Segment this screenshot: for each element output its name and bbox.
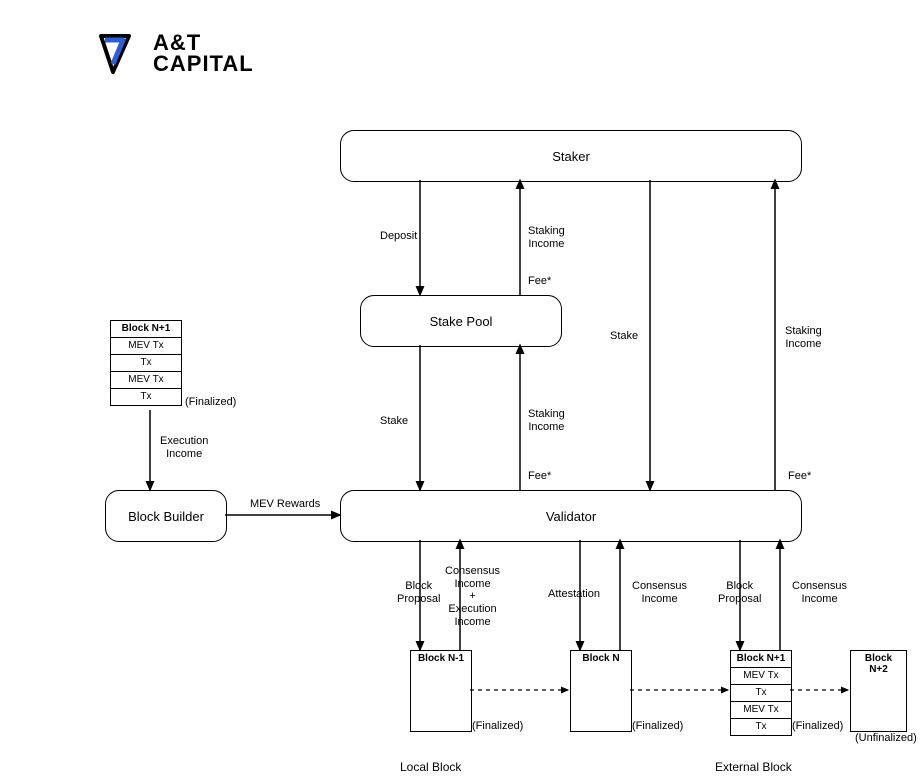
chain-block-2-row: Tx xyxy=(731,685,791,702)
chain-block-2-note: (Finalized) xyxy=(792,720,843,733)
edge-stake-2: Stake xyxy=(380,415,408,428)
chain-block-3-note: (Unfinalized) xyxy=(855,732,917,745)
logo-text: A&T CAPITAL xyxy=(153,33,254,75)
edge-fee-3: Fee* xyxy=(788,470,811,483)
mev-row: Tx xyxy=(111,355,181,372)
mev-block-stack: Block N+1 MEV Tx Tx MEV Tx Tx xyxy=(110,320,182,406)
chain-block-3: Block N+2 xyxy=(850,650,907,732)
mev-row: MEV Tx xyxy=(111,338,181,355)
chain-block-2-row: Tx xyxy=(731,719,791,735)
chain-block-0-note: (Finalized) xyxy=(472,720,523,733)
edge-consensus-1: Consensus Income + Execution Income xyxy=(445,565,500,628)
edge-stake-1: Stake xyxy=(610,330,638,343)
chain-block-2: Block N+1 MEV Tx Tx MEV Tx Tx xyxy=(730,650,792,736)
node-stake-pool: Stake Pool xyxy=(360,295,562,347)
logo-line2: CAPITAL xyxy=(153,54,254,75)
edge-block-proposal-1: Block Proposal xyxy=(397,580,440,605)
logo: A&T CAPITAL xyxy=(95,30,254,78)
validator-label: Validator xyxy=(546,509,596,524)
edge-block-proposal-2: Block Proposal xyxy=(718,580,761,605)
chain-block-2-row: MEV Tx xyxy=(731,668,791,685)
node-validator: Validator xyxy=(340,490,802,542)
edge-attestation: Attestation xyxy=(548,588,600,601)
chain-block-2-header: Block N+1 xyxy=(731,651,791,668)
section-external: External Block xyxy=(715,760,792,774)
mev-header: Block N+1 xyxy=(111,321,181,338)
mev-row: MEV Tx xyxy=(111,372,181,389)
node-block-builder: Block Builder xyxy=(105,490,227,542)
edge-fee-2: Fee* xyxy=(528,470,551,483)
edge-staking-income-1: Staking Income xyxy=(528,225,565,250)
mev-row: Tx xyxy=(111,389,181,405)
block-builder-label: Block Builder xyxy=(128,509,204,524)
edge-deposit: Deposit xyxy=(380,230,417,243)
edge-exec-income: Execution Income xyxy=(160,435,208,460)
chain-block-1-note: (Finalized) xyxy=(632,720,683,733)
staker-label: Staker xyxy=(552,149,590,164)
logo-mark-icon xyxy=(95,30,143,78)
chain-block-1: Block N xyxy=(570,650,632,732)
stake-pool-label: Stake Pool xyxy=(430,314,493,329)
chain-block-2-row: MEV Tx xyxy=(731,702,791,719)
mev-note: (Finalized) xyxy=(185,396,236,409)
node-staker: Staker xyxy=(340,130,802,182)
edge-fee-1: Fee* xyxy=(528,275,551,288)
edge-staking-income-2: Staking Income xyxy=(785,325,822,350)
chain-block-3-header: Block N+2 xyxy=(851,651,906,677)
edge-consensus-2: Consensus Income xyxy=(632,580,687,605)
edge-mev-rewards: MEV Rewards xyxy=(250,498,320,511)
section-local: Local Block xyxy=(400,760,461,774)
edge-consensus-3: Consensus Income xyxy=(792,580,847,605)
edge-staking-income-3: Staking Income xyxy=(528,408,565,433)
chain-block-0-header: Block N-1 xyxy=(411,651,471,667)
chain-block-0: Block N-1 xyxy=(410,650,472,732)
chain-block-1-header: Block N xyxy=(571,651,631,667)
